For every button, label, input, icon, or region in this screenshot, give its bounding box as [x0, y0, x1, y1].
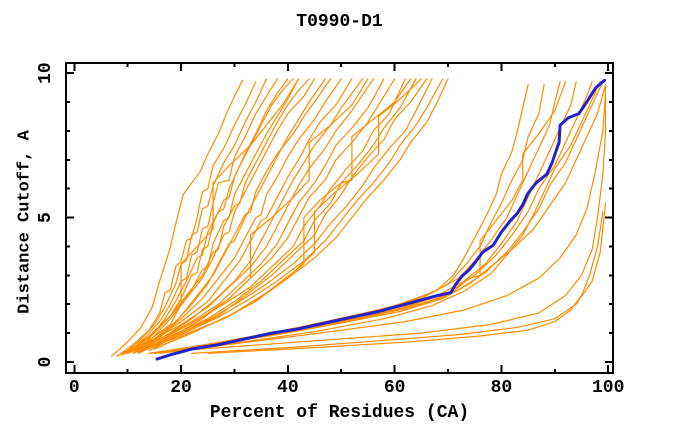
prediction-curve	[143, 78, 444, 352]
x-tick-label: 40	[277, 378, 299, 398]
highlighted-model-curve	[155, 78, 606, 361]
prediction-curve	[121, 78, 300, 356]
x-tick-label: 60	[384, 378, 406, 398]
prediction-curve	[137, 78, 364, 353]
x-tick-label: 100	[592, 378, 624, 398]
prediction-curve	[116, 81, 257, 357]
prediction-curve	[191, 202, 607, 354]
prediction-curve	[132, 78, 294, 354]
prediction-curve	[132, 78, 385, 354]
prediction-curve	[148, 78, 422, 352]
prediction-curve	[137, 78, 316, 353]
y-axis-title: Distance Cutoff, A	[15, 130, 35, 314]
prediction-curve	[164, 81, 604, 353]
y-tick-label: 5	[36, 212, 56, 223]
prediction-curve	[127, 78, 278, 354]
prediction-curve	[132, 78, 433, 354]
prediction-curve	[148, 84, 607, 354]
prediction-curve	[159, 81, 601, 354]
prediction-curve	[127, 78, 353, 354]
chart-title: T0990-D1	[296, 12, 383, 32]
prediction-curve	[121, 78, 268, 356]
y-tick-label: 10	[36, 62, 56, 84]
x-axis-title: Percent of Residues (CA)	[209, 403, 470, 423]
prediction-curve	[111, 79, 244, 357]
prediction-curve	[143, 78, 332, 352]
prediction-curve	[180, 84, 607, 352]
y-tick-label: 0	[36, 357, 56, 368]
prediction-curve	[137, 78, 342, 353]
prediction-curve	[207, 211, 604, 354]
x-tick-label: 20	[170, 378, 192, 398]
prediction-curve	[143, 78, 396, 352]
x-tick-label: 0	[69, 378, 80, 398]
prediction-curve	[169, 92, 607, 353]
prediction-curve	[121, 78, 374, 356]
x-tick-label: 80	[491, 378, 513, 398]
prediction-curve	[148, 84, 529, 354]
